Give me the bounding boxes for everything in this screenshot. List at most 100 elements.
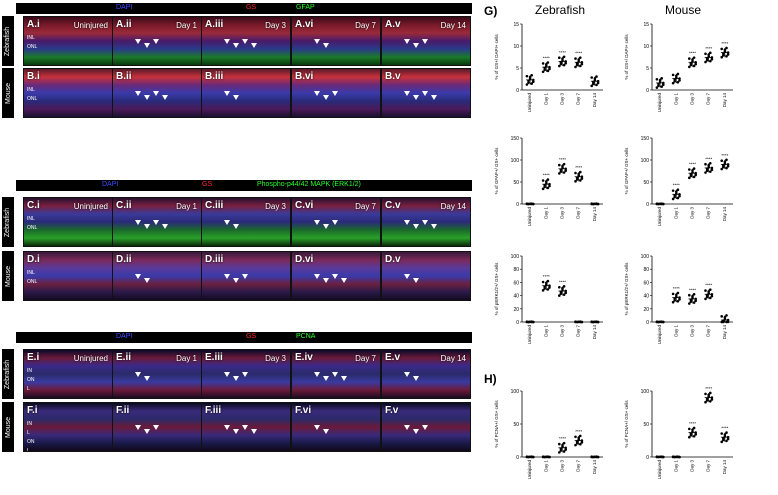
micrograph-panel: B.vi (291, 68, 381, 118)
significance-label: **** (705, 386, 712, 391)
micrograph-image (24, 403, 112, 451)
data-point (725, 314, 728, 317)
micrograph-panel: B.iii (201, 68, 291, 118)
micrograph-panel: D.iii (201, 251, 291, 301)
y-tick-label: 0 (646, 88, 649, 94)
x-tick-label: Day 3 (560, 207, 565, 219)
data-point (530, 73, 533, 77)
micrograph-image (24, 198, 112, 246)
arrowhead-marker (413, 376, 419, 381)
arrowhead-marker (233, 43, 239, 48)
data-point (709, 162, 712, 165)
data-point (688, 168, 691, 171)
micrograph-panel: C.vi Day 7 (291, 197, 381, 247)
timepoint-label: Day 1 (176, 354, 197, 363)
data-point (541, 70, 545, 74)
data-point (692, 292, 696, 296)
arrowhead-marker (323, 376, 329, 381)
data-point (720, 315, 723, 318)
data-point (530, 82, 533, 85)
panel-label: B.v (385, 71, 401, 82)
arrowhead-marker (233, 278, 239, 283)
x-tick-label: Uninjured (657, 207, 662, 227)
data-point (689, 434, 693, 437)
micrograph-panel: B.v (381, 68, 471, 118)
micrograph-image (292, 403, 380, 451)
micrograph-image (24, 17, 112, 65)
y-axis-label: % of GS+/ DAPI+ cells (494, 34, 499, 80)
micrograph-panel: B.i INL ONL (23, 68, 113, 118)
x-tick-label: Uninjured (657, 460, 662, 480)
x-tick-label: Day 14 (592, 460, 597, 475)
data-point (662, 83, 665, 87)
x-tick-label: Day 1 (543, 325, 548, 337)
data-point (660, 85, 663, 88)
data-point (564, 61, 567, 65)
arrowhead-marker (233, 376, 239, 381)
x-tick-label: Day 3 (560, 325, 565, 337)
column-title-zebrafish: Zebrafish (535, 3, 586, 17)
arrowhead-marker (332, 372, 338, 377)
arrowhead-marker (422, 39, 428, 44)
y-axis-label: % of pERK1/2+/ GS+ cells (494, 262, 499, 316)
micrograph-image (202, 69, 290, 117)
significance-label: **** (543, 274, 550, 279)
significance-label: **** (559, 157, 566, 162)
data-point (692, 301, 696, 304)
x-tick-label: Uninjured (527, 325, 532, 345)
y-tick-label: 100 (641, 158, 650, 164)
y-tick-label: 0 (516, 202, 519, 208)
panel-label: D.i (27, 254, 40, 265)
timepoint-label: Day 3 (265, 202, 286, 211)
y-axis-label: % of pERK1/2+/ GS+ cells (624, 262, 629, 316)
x-tick-label: Day 14 (722, 207, 727, 222)
arrowhead-marker (224, 425, 230, 430)
data-point (575, 441, 579, 445)
arrowhead-marker (404, 91, 410, 96)
y-tick-label: 150 (641, 136, 650, 142)
data-point (709, 391, 712, 395)
micrograph-panel: A.iii Day 3 (201, 16, 291, 66)
timepoint-label: Day 14 (440, 202, 466, 211)
retina-layer-label: IN (27, 368, 32, 374)
stain-marker-label: PCNA (296, 333, 316, 340)
x-tick-label: Day 3 (690, 325, 695, 337)
panel-label: C.iii (205, 200, 224, 211)
data-point (720, 440, 723, 444)
species-side-label: Mouse (2, 402, 14, 452)
y-tick-label: 40 (643, 294, 649, 300)
stain-legend-bar: DAPI GS GFAP (16, 3, 472, 14)
data-point (548, 67, 551, 71)
scatter-chart: 0 5 10 15 % of GS+/ DAPI+ cells Uninjured Day … (494, 22, 603, 112)
y-tick-label: 80 (513, 267, 519, 273)
retina-layer-label: ONL (27, 96, 38, 102)
data-point (541, 280, 545, 284)
arrowhead-marker (251, 43, 257, 48)
arrowhead-marker (413, 43, 419, 48)
panel-label: A.v (385, 19, 401, 30)
micrograph-panel: A.ii Day 1 (112, 16, 202, 66)
data-point (704, 60, 707, 64)
panel-label: F.ii (116, 405, 130, 416)
arrowhead-marker (314, 274, 320, 279)
data-point (705, 399, 709, 402)
data-point (688, 65, 691, 69)
x-tick-label: Day 14 (592, 93, 597, 108)
micrograph-image (24, 252, 112, 300)
data-point (709, 51, 712, 55)
data-point (548, 184, 551, 188)
micrograph-image (113, 252, 201, 300)
scatter-chart: 0 50 100 % of PCNA+/ GS+ cells Uninjured Day … (494, 389, 603, 479)
panel-label: C.ii (116, 200, 132, 211)
y-tick-label: 0 (516, 455, 519, 461)
retina-layer-label: IN (27, 421, 32, 427)
retina-layer-label: ONL (27, 225, 38, 231)
data-point (574, 180, 577, 183)
x-tick-label: Day 14 (592, 325, 597, 340)
micrograph-panel: F.i IN L ON L (23, 402, 113, 452)
y-tick-label: 20 (643, 307, 649, 313)
timepoint-label: Day 7 (355, 21, 376, 30)
data-point (678, 194, 681, 198)
panel-label: C.v (385, 200, 401, 211)
column-title-mouse: Mouse (665, 3, 702, 17)
